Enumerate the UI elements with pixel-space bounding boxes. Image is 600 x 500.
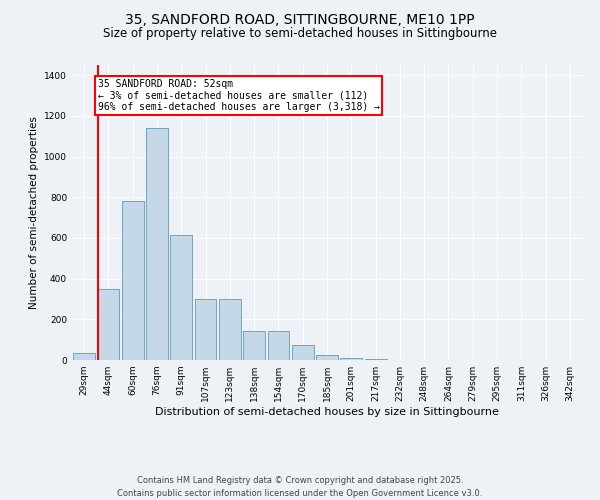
X-axis label: Distribution of semi-detached houses by size in Sittingbourne: Distribution of semi-detached houses by … [155,407,499,417]
Bar [340,358,362,360]
Bar [97,289,119,360]
Text: 35 SANDFORD ROAD: 52sqm
← 3% of semi-detached houses are smaller (112)
96% of se: 35 SANDFORD ROAD: 52sqm ← 3% of semi-det… [97,79,380,112]
Bar [122,202,143,360]
Bar [194,299,217,360]
Bar [292,344,314,360]
Bar [146,128,168,360]
Bar [316,355,338,360]
Text: 35, SANDFORD ROAD, SITTINGBOURNE, ME10 1PP: 35, SANDFORD ROAD, SITTINGBOURNE, ME10 1… [125,12,475,26]
Y-axis label: Number of semi-detached properties: Number of semi-detached properties [29,116,38,309]
Bar [170,235,192,360]
Text: Contains HM Land Registry data © Crown copyright and database right 2025.
Contai: Contains HM Land Registry data © Crown c… [118,476,482,498]
Bar [365,359,386,360]
Bar [73,353,95,360]
Bar [243,330,265,360]
Bar [268,330,289,360]
Bar [219,299,241,360]
Text: Size of property relative to semi-detached houses in Sittingbourne: Size of property relative to semi-detach… [103,28,497,40]
